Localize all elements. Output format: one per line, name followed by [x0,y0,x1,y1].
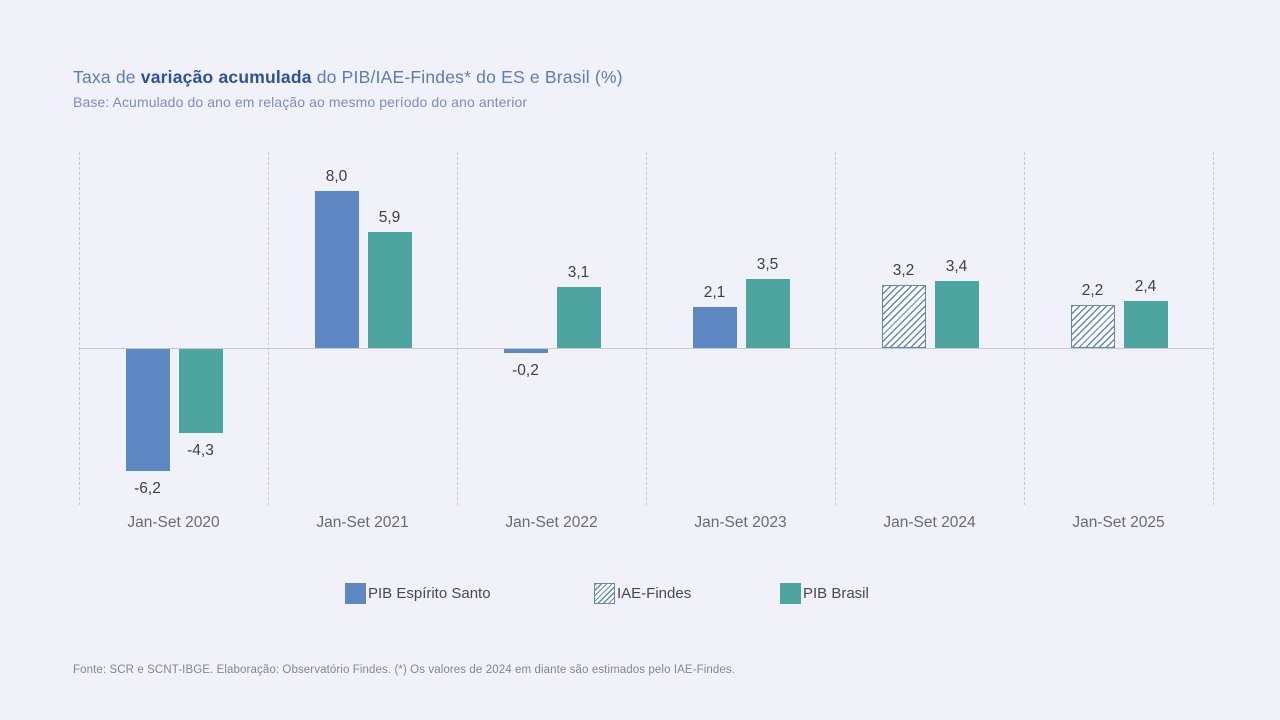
report-header: Taxa de variação acumulada do PIB/IAE-Fi… [73,67,623,110]
title-suffix: do PIB/IAE-Findes* do ES e Brasil (%) [311,67,623,87]
page-subtitle: Base: Acumulado do ano em relação ao mes… [73,94,528,110]
title-emphasis: variação acumulada [140,67,312,87]
source-note: Fonte: SCR e SCNT-IBGE. Elaboração: Obse… [73,664,736,676]
legend-label: IAE-Findes [617,585,692,602]
page-title: Taxa de variação acumulada do PIB/IAE-Fi… [73,67,623,88]
bar-value-label: 3,5 [756,256,779,273]
chart-area: -6,2 -4,3 Jan-Set 2020 8,0 5,9 Jan-Set 2021 -0… [79,152,1214,542]
bar-value-label: 3,1 [567,264,590,281]
vertical-gridline [457,152,458,505]
bar-value-label: -4,3 [187,442,214,459]
iae-findes-swatch-icon [594,583,615,604]
bar-brasil-jan-set-2022 [556,287,601,348]
bar-value-label: 2,4 [1134,278,1157,295]
bar-brasil-jan-set-2020 [178,349,223,433]
legend-item-pib-espirito-santo: PIB Espírito Santo [345,583,491,604]
bar-value-label: -0,2 [512,362,539,379]
title-prefix: Taxa de [73,67,141,87]
vertical-gridline [1024,152,1025,505]
bar-brasil-jan-set-2023 [745,279,790,348]
vertical-gridline [646,152,647,505]
bar-value-label: 5,9 [378,209,401,226]
bar-es-jan-set-2022 [503,349,548,353]
legend-item-iae-findes: IAE-Findes [594,583,691,604]
bar-value-label: 8,0 [325,168,348,185]
vertical-gridline [79,152,80,505]
bar-es-jan-set-2023 [692,307,737,348]
bar-es-jan-set-2021 [314,191,359,348]
bar-value-label: -6,2 [134,480,161,497]
x-axis-label: Jan-Set 2020 [127,514,220,531]
legend-label: PIB Espírito Santo [368,585,491,602]
bar-value-label: 3,4 [945,258,968,275]
bar-brasil-jan-set-2024 [934,281,979,348]
legend-item-pib-brasil: PIB Brasil [780,583,869,604]
legend-label: PIB Brasil [803,585,869,602]
bar-es-jan-set-2025 [1070,305,1115,348]
vertical-gridline [1213,152,1214,505]
x-axis-label: Jan-Set 2023 [694,514,787,531]
pib-brasil-swatch-icon [780,583,801,604]
chart-legend: PIB Espírito Santo IAE-Findes PIB Brasil [0,583,1280,605]
vertical-gridline [835,152,836,505]
x-axis-label: Jan-Set 2021 [316,514,409,531]
pib-espirito-santo-swatch-icon [345,583,366,604]
x-axis-label: Jan-Set 2025 [1072,514,1165,531]
x-axis-label: Jan-Set 2024 [883,514,976,531]
bar-value-label: 2,2 [1081,282,1104,299]
zero-axis-line [79,348,1213,349]
bar-value-label: 3,2 [892,262,915,279]
vertical-gridline [268,152,269,505]
x-axis-label: Jan-Set 2022 [505,514,598,531]
bar-es-jan-set-2020 [125,349,170,471]
bar-brasil-jan-set-2025 [1123,301,1168,348]
bar-brasil-jan-set-2021 [367,232,412,348]
bar-es-jan-set-2024 [881,285,926,348]
bar-value-label: 2,1 [703,284,726,301]
